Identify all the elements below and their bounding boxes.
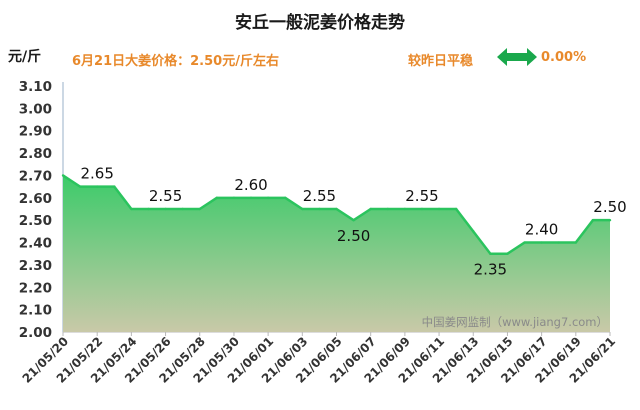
watermark-text: 中国姜网监制（www.jiang7.com）	[422, 315, 608, 329]
data-label: 2.40	[525, 221, 558, 239]
data-point	[523, 241, 526, 244]
data-label: 2.55	[149, 187, 182, 205]
data-point	[489, 252, 492, 255]
data-point	[437, 207, 441, 211]
data-point	[591, 218, 595, 222]
data-point	[403, 207, 407, 211]
data-point	[113, 185, 116, 188]
y-tick-label: 2.70	[19, 168, 52, 184]
data-point	[454, 207, 458, 211]
data-point	[130, 207, 133, 211]
data-point	[181, 207, 184, 211]
data-point	[164, 207, 167, 211]
y-tick-label: 2.60	[19, 191, 52, 207]
data-point	[540, 241, 543, 244]
data-point	[472, 230, 475, 233]
data-point	[232, 196, 236, 200]
y-tick-label: 2.90	[19, 124, 52, 140]
data-point	[147, 207, 150, 211]
data-point	[352, 218, 355, 222]
y-tick-label: 2.80	[19, 146, 52, 162]
y-tick-label: 2.50	[19, 213, 52, 229]
price-area-fill	[63, 175, 610, 332]
data-point	[506, 252, 509, 255]
data-label: 2.50	[593, 198, 626, 216]
data-point	[266, 196, 270, 200]
data-point	[335, 207, 338, 211]
data-point	[608, 218, 612, 222]
data-label: 2.55	[405, 187, 438, 205]
y-tick-label: 2.00	[19, 325, 52, 341]
data-point	[318, 207, 321, 211]
data-label: 2.50	[337, 227, 370, 245]
data-point	[249, 196, 253, 200]
data-point	[574, 241, 578, 244]
change-label: 较昨日平稳	[408, 54, 474, 69]
price-summary: 6月21日大姜价格：2.50元/斤左右	[72, 54, 279, 69]
double-arrow-icon	[497, 48, 537, 66]
data-point	[301, 207, 304, 211]
change-percent: 0.00%	[541, 50, 587, 65]
data-point	[557, 241, 560, 244]
y-tick-label: 3.00	[19, 101, 52, 117]
y-tick-label: 3.10	[19, 79, 52, 95]
y-tick-label: 2.30	[19, 258, 52, 274]
data-point	[369, 207, 372, 211]
chart-title: 安丘一般泥姜价格走势	[235, 13, 405, 33]
y-tick-label: 2.20	[19, 280, 52, 296]
data-point	[198, 207, 201, 211]
y-tick-label: 2.10	[19, 303, 52, 319]
data-point	[95, 185, 99, 188]
data-point	[284, 196, 287, 200]
data-label: 2.65	[80, 165, 113, 183]
y-tick-label: 2.40	[19, 236, 52, 252]
data-point	[61, 174, 65, 177]
data-label: 2.35	[474, 261, 507, 279]
y-axis-unit: 元/斤	[8, 49, 42, 65]
data-point	[420, 207, 424, 211]
data-point	[215, 196, 219, 200]
data-label: 2.60	[234, 176, 267, 194]
data-point	[78, 185, 82, 188]
data-label: 2.55	[303, 187, 336, 205]
data-point	[386, 207, 389, 211]
